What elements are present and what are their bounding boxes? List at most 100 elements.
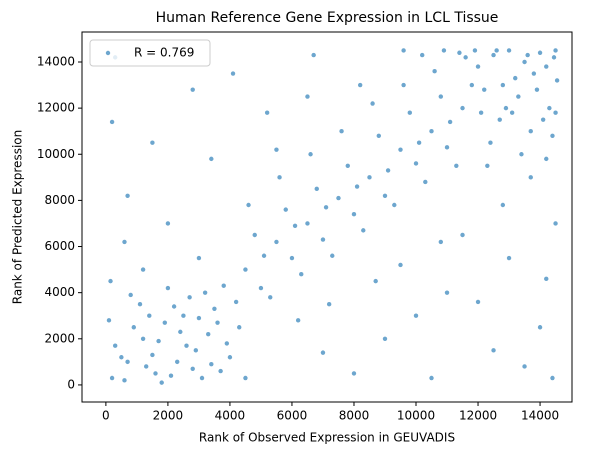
point (274, 239, 279, 245)
point (212, 306, 217, 312)
point (482, 87, 487, 92)
point (339, 128, 344, 134)
point (233, 299, 239, 305)
point (190, 87, 195, 92)
point (367, 175, 372, 180)
point (531, 71, 537, 76)
point (392, 202, 397, 208)
point (330, 253, 335, 258)
point (370, 101, 375, 106)
point (224, 341, 230, 346)
y-tick-label: 10000 (37, 147, 75, 161)
point (292, 223, 298, 228)
point (162, 320, 168, 325)
point (460, 232, 465, 238)
point (153, 371, 158, 376)
y-tick-label: 2000 (44, 331, 75, 345)
point (423, 179, 428, 185)
point (376, 133, 381, 139)
point (221, 283, 226, 288)
points (106, 48, 560, 385)
point (125, 193, 130, 198)
x-tick-label: 14000 (521, 409, 559, 423)
point (181, 313, 186, 318)
point (447, 119, 453, 125)
point (140, 267, 146, 272)
point (475, 299, 481, 305)
y-tick-label: 0 (67, 377, 75, 391)
point (472, 48, 478, 53)
point (171, 304, 177, 309)
point (550, 375, 555, 381)
x-tick-label: 10000 (397, 409, 435, 423)
point (416, 140, 422, 145)
point (283, 207, 288, 212)
point (196, 315, 202, 321)
point (547, 105, 552, 111)
point (513, 75, 518, 81)
x-tick-label: 8000 (339, 409, 370, 423)
point (522, 364, 527, 369)
point (159, 380, 164, 385)
point (357, 82, 363, 88)
point (528, 175, 533, 180)
point (550, 133, 555, 139)
point (491, 52, 496, 58)
point (190, 366, 195, 371)
point (503, 105, 509, 111)
point (168, 373, 174, 378)
point (444, 145, 450, 150)
point (537, 50, 543, 55)
point (373, 278, 378, 284)
point (457, 50, 462, 55)
point (218, 368, 223, 374)
point (128, 292, 133, 298)
point (150, 140, 155, 145)
point (258, 285, 264, 291)
point (528, 128, 533, 134)
x-tick-label: 4000 (215, 409, 246, 423)
point (460, 105, 465, 111)
point (522, 59, 527, 65)
point (165, 285, 171, 291)
point (131, 325, 136, 330)
point (354, 184, 360, 189)
point (305, 221, 310, 226)
point (491, 348, 496, 353)
point (187, 295, 192, 300)
point (206, 331, 211, 337)
point (478, 110, 484, 115)
point (261, 253, 267, 258)
point (246, 202, 251, 208)
point (441, 48, 447, 53)
point (299, 272, 304, 277)
point (537, 325, 543, 330)
point (125, 359, 130, 365)
point (336, 195, 341, 201)
point (351, 371, 357, 376)
point (544, 64, 549, 69)
point (500, 202, 506, 208)
point (398, 147, 403, 152)
point (202, 290, 208, 295)
x-tick-label: 6000 (277, 409, 308, 423)
point (401, 82, 406, 88)
point (274, 147, 279, 152)
point (385, 168, 391, 173)
point (215, 320, 220, 325)
point (553, 110, 558, 115)
point (184, 343, 189, 348)
point (516, 94, 521, 99)
chart-title: Human Reference Gene Expression in LCL T… (156, 10, 499, 26)
point (122, 378, 127, 383)
point (382, 336, 388, 341)
point (209, 361, 214, 367)
point (243, 375, 248, 381)
point (554, 78, 560, 83)
point (382, 193, 388, 198)
legend-label: R = 0.769 (134, 46, 194, 60)
x-tick-label: 2000 (153, 409, 184, 423)
point (150, 352, 155, 358)
